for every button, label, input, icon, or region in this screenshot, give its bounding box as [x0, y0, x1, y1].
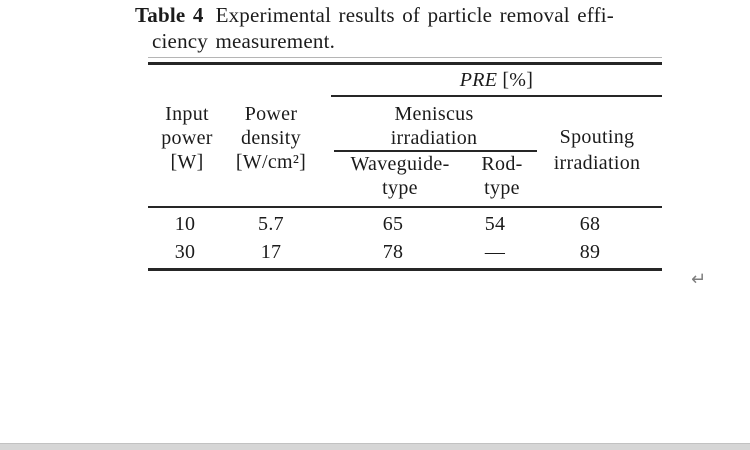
spouting-line1: Spouting — [559, 126, 635, 148]
pre-unit: [%] — [502, 69, 534, 91]
cell-input-power: 30 — [174, 241, 196, 263]
waveguide-line2: type — [382, 177, 418, 199]
table-top-rule — [148, 62, 662, 65]
column-header-waveguide: Waveguide- type — [350, 152, 449, 200]
column-header-rod: Rod- type — [481, 152, 522, 200]
table-bottom-rule — [148, 268, 662, 271]
meniscus-span-rule — [334, 150, 537, 152]
cell-power-density: 17 — [260, 241, 282, 263]
pre-symbol: PRE — [459, 69, 498, 91]
cell-rod-pre: 54 — [484, 213, 506, 235]
power-density-unit: [W/cm²] — [235, 151, 307, 173]
input-power-line1: Input — [165, 103, 209, 125]
waveguide-line1: Waveguide- — [350, 153, 450, 175]
column-group-meniscus: Meniscus irradiation — [391, 102, 478, 150]
cell-rod-pre: — — [484, 241, 506, 263]
rod-line2: type — [484, 177, 520, 199]
pre-span-rule — [331, 95, 662, 97]
cell-spouting-pre: 68 — [579, 213, 601, 235]
table-caption-text: Experimental results of particle removal… — [215, 3, 614, 27]
rod-line1: Rod- — [481, 153, 523, 175]
table-caption-label: Table 4 — [135, 3, 204, 27]
input-power-line2: power — [161, 127, 213, 149]
power-density-line1: Power — [244, 103, 298, 125]
meniscus-line2: irradiation — [390, 127, 478, 149]
cell-waveguide-pre: 78 — [382, 241, 404, 263]
header-bottom-rule — [148, 206, 662, 208]
table-caption-line2: ciency measurement. — [152, 29, 336, 53]
input-power-unit: [W] — [170, 151, 204, 173]
power-density-line2: density — [241, 127, 301, 149]
cell-power-density: 5.7 — [258, 213, 284, 235]
spouting-line2: irradiation — [553, 152, 641, 174]
table-caption-line1: Table 4 Experimental results of particle … — [135, 2, 614, 28]
meniscus-line1: Meniscus — [394, 103, 474, 125]
column-header-spouting: Spouting irradiation — [554, 124, 641, 176]
cell-spouting-pre: 89 — [579, 241, 601, 263]
horizontal-scrollbar-track[interactable] — [0, 443, 750, 450]
table-top-rule-thin — [148, 57, 662, 58]
cell-waveguide-pre: 65 — [382, 213, 404, 235]
column-header-power-density: Power density [W/cm²] — [236, 102, 306, 174]
column-header-input-power: Input power [W] — [161, 102, 212, 174]
paragraph-return-mark: ↵ — [691, 269, 707, 290]
column-group-pre: PRE [%] — [331, 68, 662, 92]
cell-input-power: 10 — [174, 213, 196, 235]
